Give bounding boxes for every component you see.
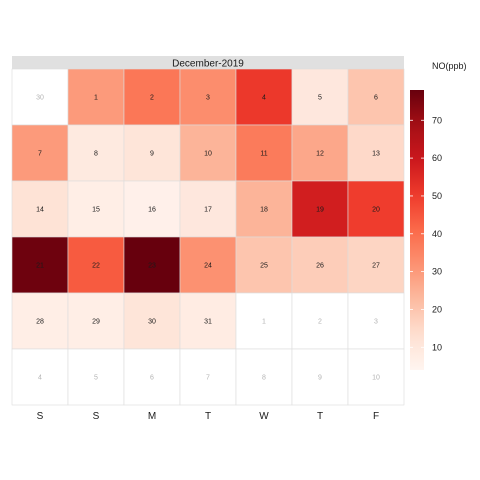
day-number-label: 1	[262, 319, 266, 326]
day-number-label: 5	[94, 375, 98, 382]
day-cell	[235, 180, 293, 238]
weekday-label: M	[148, 411, 156, 422]
day-cell	[11, 292, 69, 350]
day-number-label: 6	[150, 375, 154, 382]
weekday-label: S	[93, 411, 100, 422]
weekday-label: T	[317, 411, 323, 422]
day-cell	[347, 124, 405, 182]
day-cell	[179, 348, 237, 406]
legend-title: NO(ppb)	[432, 61, 467, 71]
day-number-label: 8	[94, 151, 98, 158]
legend-tick-label: 60	[432, 153, 442, 163]
day-number-label: 1	[94, 95, 98, 102]
day-number-label: 3	[374, 319, 378, 326]
weekday-label: S	[37, 411, 44, 422]
day-cell	[347, 348, 405, 406]
day-number-label: 3	[206, 95, 210, 102]
day-cell	[347, 180, 405, 238]
day-cell	[11, 348, 69, 406]
day-number-label: 10	[372, 375, 380, 382]
legend-tick-label: 20	[432, 304, 442, 314]
day-number-label: 5	[318, 95, 322, 102]
day-cell	[291, 236, 349, 294]
weekday-label: F	[373, 411, 379, 422]
day-cell	[291, 124, 349, 182]
legend-tick-label: 40	[432, 229, 442, 239]
day-number-label: 10	[204, 151, 212, 158]
day-cell	[347, 292, 405, 350]
day-cell	[123, 236, 181, 294]
day-number-label: 22	[92, 263, 100, 270]
day-cell	[179, 236, 237, 294]
day-number-label: 4	[38, 375, 42, 382]
day-number-label: 8	[262, 375, 266, 382]
day-number-label: 17	[204, 207, 212, 214]
panel-strip	[12, 56, 404, 69]
legend-tick-label: 10	[432, 342, 442, 352]
day-number-label: 4	[262, 95, 266, 102]
legend-tick-label: 70	[432, 115, 442, 125]
day-cell	[67, 124, 125, 182]
day-cell	[347, 236, 405, 294]
day-cell	[235, 236, 293, 294]
day-number-label: 7	[38, 151, 42, 158]
day-number-label: 24	[204, 263, 212, 270]
legend-tick-label: 30	[432, 267, 442, 277]
day-number-label: 14	[36, 207, 44, 214]
day-number-label: 13	[372, 151, 380, 158]
day-number-label: 18	[260, 207, 268, 214]
day-number-label: 30	[36, 95, 44, 102]
day-cell	[67, 348, 125, 406]
day-number-label: 28	[36, 319, 44, 326]
day-number-label: 20	[372, 207, 380, 214]
day-cell	[291, 292, 349, 350]
day-number-label: 11	[260, 151, 267, 158]
day-cell	[291, 348, 349, 406]
day-number-label: 2	[318, 319, 322, 326]
day-number-label: 25	[260, 263, 268, 270]
day-number-label: 15	[92, 207, 100, 214]
day-number-label: 29	[92, 319, 100, 326]
day-cell	[123, 292, 181, 350]
panel-title: December-2019	[172, 59, 244, 70]
legend-ticks: 10 20 30 40 50 60 70	[410, 115, 442, 352]
day-cell	[179, 292, 237, 350]
day-number-label: 26	[316, 263, 324, 270]
day-number-label: 19	[316, 207, 324, 214]
day-number-label: 2	[150, 95, 154, 102]
day-cell	[179, 180, 237, 238]
day-cell	[291, 68, 349, 126]
day-cell	[123, 348, 181, 406]
weekday-label: T	[205, 411, 211, 422]
day-number-label: 7	[206, 375, 210, 382]
day-number-label: 31	[204, 319, 212, 326]
day-cell	[235, 292, 293, 350]
weekday-label: W	[259, 411, 269, 422]
day-number-label: 9	[150, 151, 154, 158]
day-cell	[347, 68, 405, 126]
day-cell	[235, 68, 293, 126]
day-number-label: 9	[318, 375, 322, 382]
day-cell	[11, 124, 69, 182]
day-number-label: 30	[148, 319, 156, 326]
day-cell	[235, 124, 293, 182]
day-cell	[11, 180, 69, 238]
day-number-label: 6	[374, 95, 378, 102]
day-number-label: 23	[148, 263, 156, 270]
day-cell	[179, 124, 237, 182]
legend-colorbar	[410, 90, 424, 370]
day-number-label: 16	[148, 207, 156, 214]
legend-tick-label: 50	[432, 191, 442, 201]
day-number-label: 27	[372, 263, 380, 270]
day-number-label: 21	[36, 263, 44, 270]
day-number-label: 12	[316, 151, 324, 158]
day-cell	[11, 236, 69, 294]
